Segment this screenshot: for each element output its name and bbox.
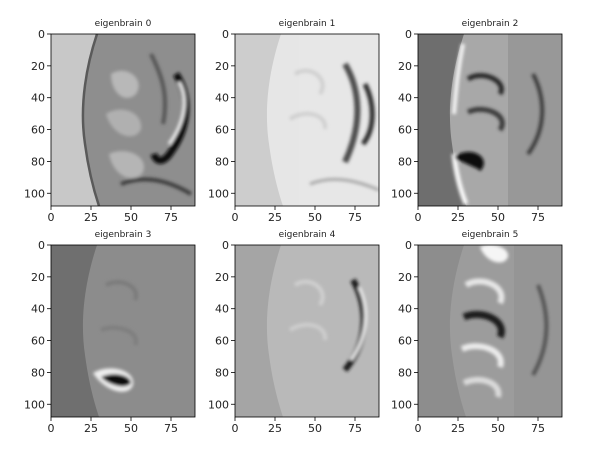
panel-2: eigenbrain 2 [417,19,563,207]
panel-4: eigenbrain 4 [234,230,380,418]
y-tick-label: 100 [391,398,412,411]
brain-image [51,34,195,206]
panel-3: eigenbrain 3 [50,230,196,418]
y-tick-label: 0 [38,28,45,41]
y-tick-label: 80 [398,366,412,379]
x-tick-label: 25 [451,211,465,224]
brain-image [418,34,562,206]
x-tick-label: 0 [48,422,55,435]
x-tick-label: 75 [531,211,545,224]
x-tick-label: 75 [531,422,545,435]
brain-image [235,245,379,417]
y-tick-label: 60 [31,335,45,348]
y-tick-label: 60 [398,124,412,137]
x-tick-label: 0 [232,211,239,224]
y-tick-label: 40 [215,303,229,316]
x-tick-label: 50 [308,211,322,224]
y-tick-label: 60 [215,335,229,348]
y-tick-label: 40 [398,303,412,316]
y-tick-label: 0 [405,28,412,41]
x-tick-label: 75 [164,422,178,435]
brain-image [418,245,562,417]
x-tick-label: 0 [415,211,422,224]
x-tick-label: 0 [232,422,239,435]
x-tick-label: 25 [268,422,282,435]
y-tick-label: 100 [208,187,229,200]
y-tick-label: 0 [38,239,45,252]
panel-0: eigenbrain 0 [50,19,196,207]
panel-title: eigenbrain 4 [279,230,336,240]
y-tick-label: 0 [222,28,229,41]
x-tick-label: 75 [348,422,362,435]
panel-title: eigenbrain 0 [95,19,152,29]
brain-image [235,34,379,206]
y-tick-label: 80 [398,155,412,168]
brain-image [51,245,195,417]
y-tick-label: 20 [215,271,229,284]
x-tick-label: 50 [491,211,505,224]
y-tick-label: 20 [398,60,412,73]
x-tick-label: 75 [164,211,178,224]
y-tick-label: 100 [24,187,45,200]
y-tick-label: 80 [215,155,229,168]
y-tick-label: 20 [31,60,45,73]
x-tick-label: 25 [268,211,282,224]
y-tick-label: 60 [215,124,229,137]
x-tick-label: 50 [124,422,138,435]
panel-title: eigenbrain 5 [462,230,519,240]
y-tick-label: 0 [405,239,412,252]
x-tick-label: 0 [48,211,55,224]
y-tick-label: 20 [215,60,229,73]
y-tick-label: 40 [31,303,45,316]
y-tick-label: 80 [215,366,229,379]
y-tick-label: 60 [31,124,45,137]
y-tick-label: 40 [398,92,412,105]
panel-5: eigenbrain 5 [417,230,563,418]
x-tick-label: 25 [451,422,465,435]
y-tick-label: 40 [31,92,45,105]
y-tick-label: 80 [31,366,45,379]
panel-title: eigenbrain 3 [95,230,152,240]
x-tick-label: 75 [348,211,362,224]
panel-1: eigenbrain 1 [234,19,380,207]
y-tick-label: 80 [31,155,45,168]
y-tick-label: 60 [398,335,412,348]
y-tick-label: 100 [208,398,229,411]
y-tick-label: 100 [24,398,45,411]
y-tick-label: 40 [215,92,229,105]
x-tick-label: 50 [124,211,138,224]
y-tick-label: 20 [398,271,412,284]
x-tick-label: 0 [415,422,422,435]
panel-title: eigenbrain 1 [279,19,336,29]
x-tick-label: 50 [308,422,322,435]
x-tick-label: 25 [84,211,98,224]
y-tick-label: 100 [391,187,412,200]
x-tick-label: 25 [84,422,98,435]
x-tick-label: 50 [491,422,505,435]
y-tick-label: 20 [31,271,45,284]
y-tick-label: 0 [222,239,229,252]
panel-title: eigenbrain 2 [462,19,519,29]
